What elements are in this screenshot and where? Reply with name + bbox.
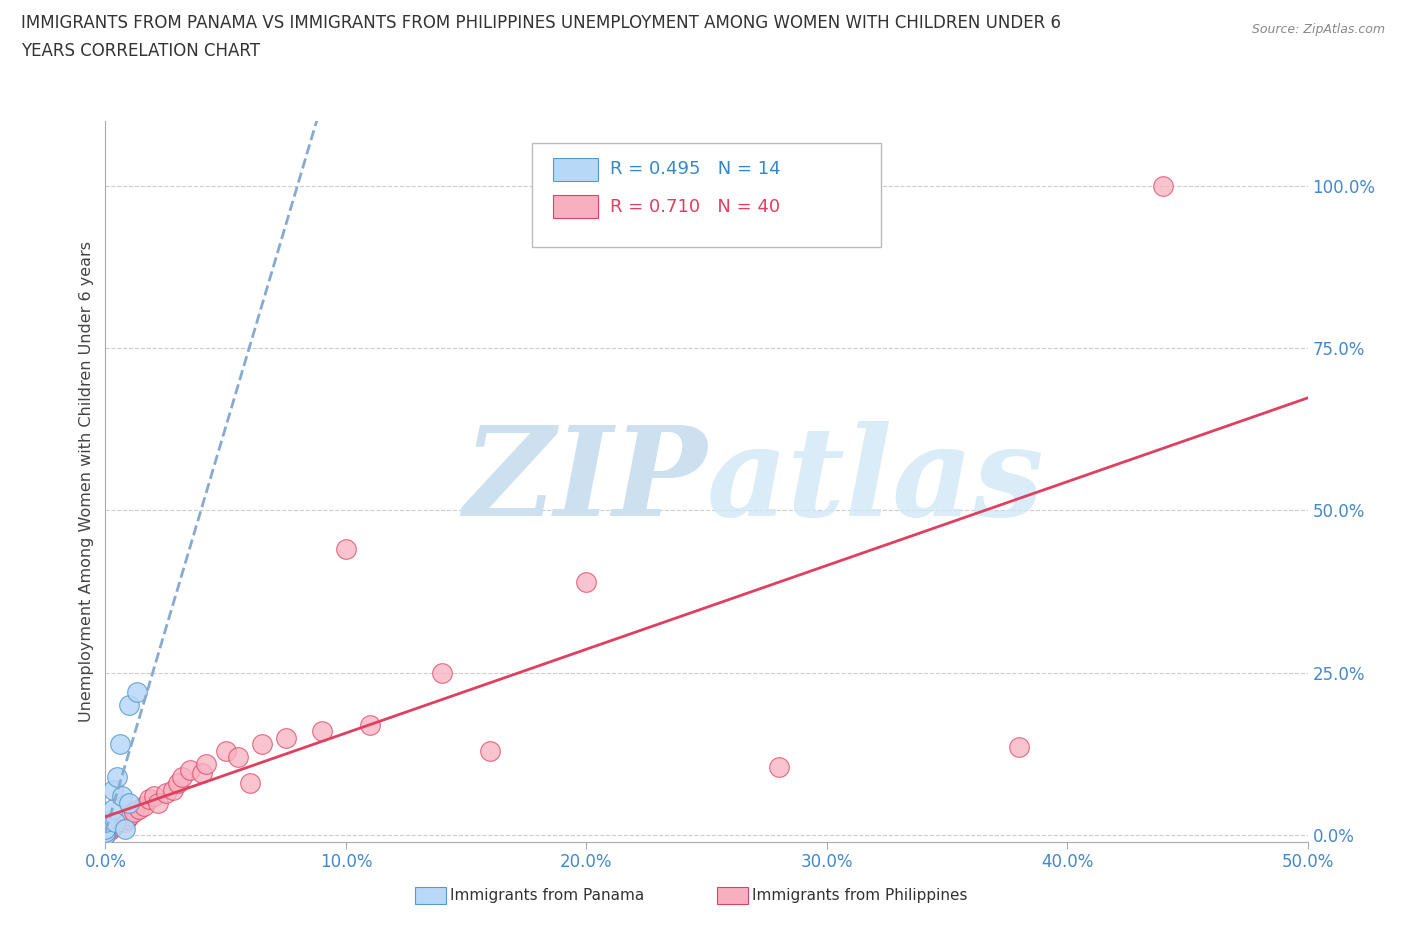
Bar: [553, 158, 599, 180]
Point: [94, 821, 117, 836]
Text: IMMIGRANTS FROM PANAMA VS IMMIGRANTS FROM PHILIPPINES UNEMPLOYMENT AMONG WOMEN W: IMMIGRANTS FROM PANAMA VS IMMIGRANTS FRO…: [21, 14, 1062, 32]
Text: R = 0.710   N = 40: R = 0.710 N = 40: [610, 198, 780, 216]
Text: Source: ZipAtlas.com: Source: ZipAtlas.com: [1251, 23, 1385, 36]
Point: [124, 805, 146, 820]
Point: [226, 750, 249, 764]
Point: [190, 766, 212, 781]
Point: [104, 815, 127, 830]
Point: [107, 769, 129, 784]
Point: [94, 821, 117, 836]
Point: [94, 825, 117, 840]
Point: [125, 684, 148, 699]
Point: [115, 812, 138, 827]
Point: [118, 698, 141, 712]
Point: [162, 782, 184, 797]
Point: [179, 763, 201, 777]
Point: [132, 799, 155, 814]
Point: [94, 824, 117, 839]
Point: [114, 821, 136, 836]
Point: [94, 828, 117, 843]
Point: [166, 776, 188, 790]
Point: [274, 730, 297, 745]
Point: [104, 818, 127, 833]
Point: [94, 825, 117, 840]
Bar: [553, 195, 599, 219]
Point: [250, 737, 273, 751]
Point: [128, 802, 150, 817]
Point: [142, 789, 165, 804]
Point: [108, 737, 131, 751]
Point: [768, 760, 790, 775]
Point: [94, 827, 117, 842]
Point: [311, 724, 333, 738]
FancyBboxPatch shape: [533, 142, 880, 247]
Point: [430, 665, 453, 680]
Point: [195, 756, 218, 771]
Text: ZIP: ZIP: [463, 420, 707, 542]
Point: [1008, 740, 1031, 755]
Point: [148, 795, 170, 810]
Point: [214, 743, 236, 758]
Point: [155, 786, 177, 801]
Point: [172, 769, 194, 784]
Point: [138, 792, 160, 807]
Point: [114, 815, 136, 830]
Point: [98, 822, 121, 837]
Point: [239, 776, 262, 790]
Point: [94, 815, 117, 830]
Point: [479, 743, 502, 758]
Text: atlas: atlas: [707, 420, 1045, 542]
Point: [94, 828, 117, 843]
Text: YEARS CORRELATION CHART: YEARS CORRELATION CHART: [21, 42, 260, 60]
Point: [111, 789, 134, 804]
Point: [101, 820, 124, 835]
Y-axis label: Unemployment Among Women with Children Under 6 years: Unemployment Among Women with Children U…: [79, 241, 94, 722]
Text: Immigrants from Panama: Immigrants from Panama: [450, 888, 644, 903]
Point: [101, 802, 124, 817]
Text: R = 0.495   N = 14: R = 0.495 N = 14: [610, 160, 780, 179]
Point: [359, 717, 381, 732]
Point: [1152, 179, 1174, 193]
Point: [118, 795, 141, 810]
Point: [118, 808, 141, 823]
Point: [575, 575, 598, 590]
Point: [108, 814, 131, 829]
Point: [101, 782, 124, 797]
Point: [335, 542, 357, 557]
Point: [107, 816, 129, 830]
Text: Immigrants from Philippines: Immigrants from Philippines: [752, 888, 967, 903]
